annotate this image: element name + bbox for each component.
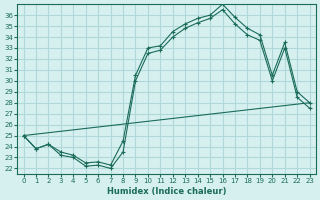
X-axis label: Humidex (Indice chaleur): Humidex (Indice chaleur) <box>107 187 226 196</box>
